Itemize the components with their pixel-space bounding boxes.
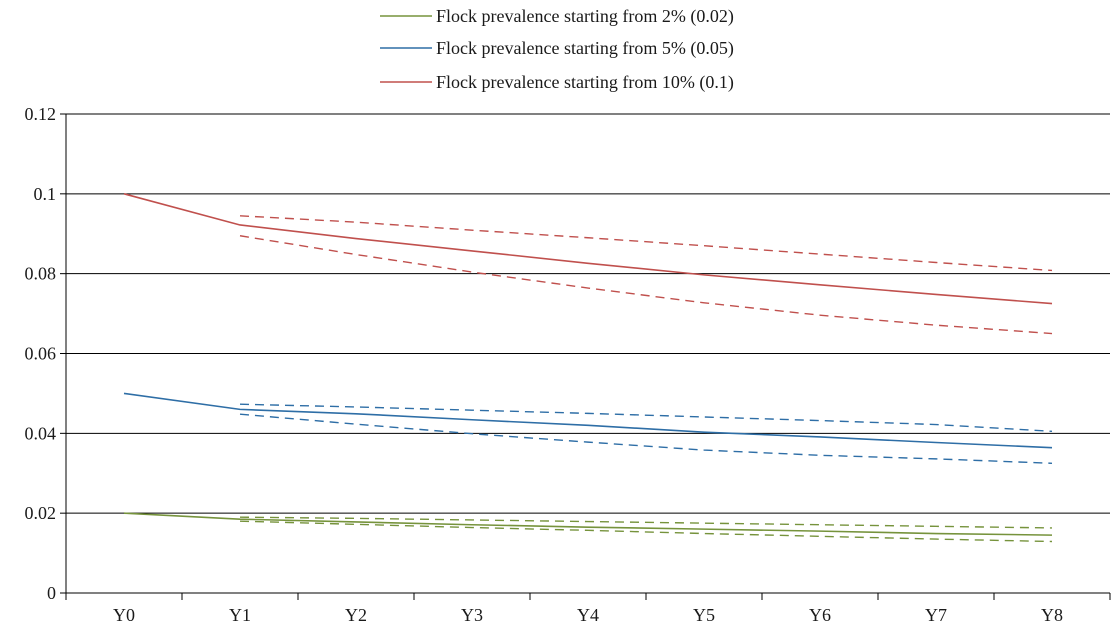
series-lower-bound-line: [239, 235, 1053, 335]
x-tick-label: Y7: [925, 605, 947, 625]
series-lower-bound-line: [239, 520, 1053, 543]
series-line: [123, 392, 1053, 449]
x-tick-label: Y8: [1041, 605, 1063, 625]
x-tick-label: Y5: [693, 605, 715, 625]
y-tick-label: 0.08: [25, 264, 57, 284]
x-tick-label: Y2: [345, 605, 367, 625]
y-tick-label: 0.12: [25, 104, 57, 124]
legend-item: Flock prevalence starting from 10% (0.1): [380, 72, 734, 93]
y-tick-label: 0.1: [34, 184, 57, 204]
series-upper-bound-line: [239, 516, 1053, 529]
x-tick-label: Y4: [577, 605, 599, 625]
series-line: [123, 512, 1053, 536]
x-tick-label: Y0: [113, 605, 135, 625]
x-axis-ticks: Y0 Y1 Y2 Y3 Y4 Y5 Y6 Y7 Y8: [65, 593, 1111, 625]
y-axis-ticks: 0 0.02 0.04 0.06 0.08 0.1 0.12: [25, 104, 66, 603]
y-tick-label: 0.02: [25, 503, 57, 523]
legend: Flock prevalence starting from 2% (0.02)…: [380, 6, 734, 93]
x-tick-label: Y1: [229, 605, 251, 625]
legend-label: Flock prevalence starting from 2% (0.02): [436, 6, 734, 27]
series-2: [123, 392, 1053, 464]
y-tick-label: 0.06: [25, 344, 57, 364]
y-tick-label: 0: [47, 583, 56, 603]
series-lower-bound-line: [239, 413, 1053, 464]
legend-item: Flock prevalence starting from 2% (0.02): [380, 6, 734, 27]
x-tick-label: Y3: [461, 605, 483, 625]
series-1: [123, 512, 1053, 543]
series-3: [123, 193, 1053, 335]
legend-label: Flock prevalence starting from 5% (0.05): [436, 38, 734, 59]
y-tick-label: 0.04: [25, 423, 57, 443]
series-line: [123, 193, 1053, 305]
x-tick-label: Y6: [809, 605, 831, 625]
series-upper-bound-line: [239, 215, 1053, 272]
legend-label: Flock prevalence starting from 10% (0.1): [436, 72, 734, 93]
series-group: [123, 193, 1053, 543]
legend-item: Flock prevalence starting from 5% (0.05): [380, 38, 734, 59]
gridlines: [66, 113, 1110, 514]
series-upper-bound-line: [239, 403, 1053, 433]
